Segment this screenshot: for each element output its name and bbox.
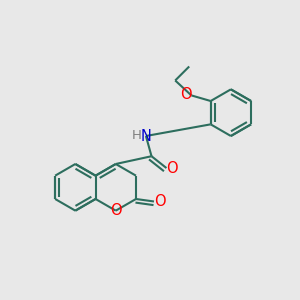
- Text: O: O: [166, 161, 178, 176]
- Text: N: N: [141, 128, 152, 143]
- Text: O: O: [154, 194, 165, 209]
- Text: O: O: [110, 203, 122, 218]
- Text: H: H: [132, 129, 142, 142]
- Text: O: O: [180, 87, 192, 102]
